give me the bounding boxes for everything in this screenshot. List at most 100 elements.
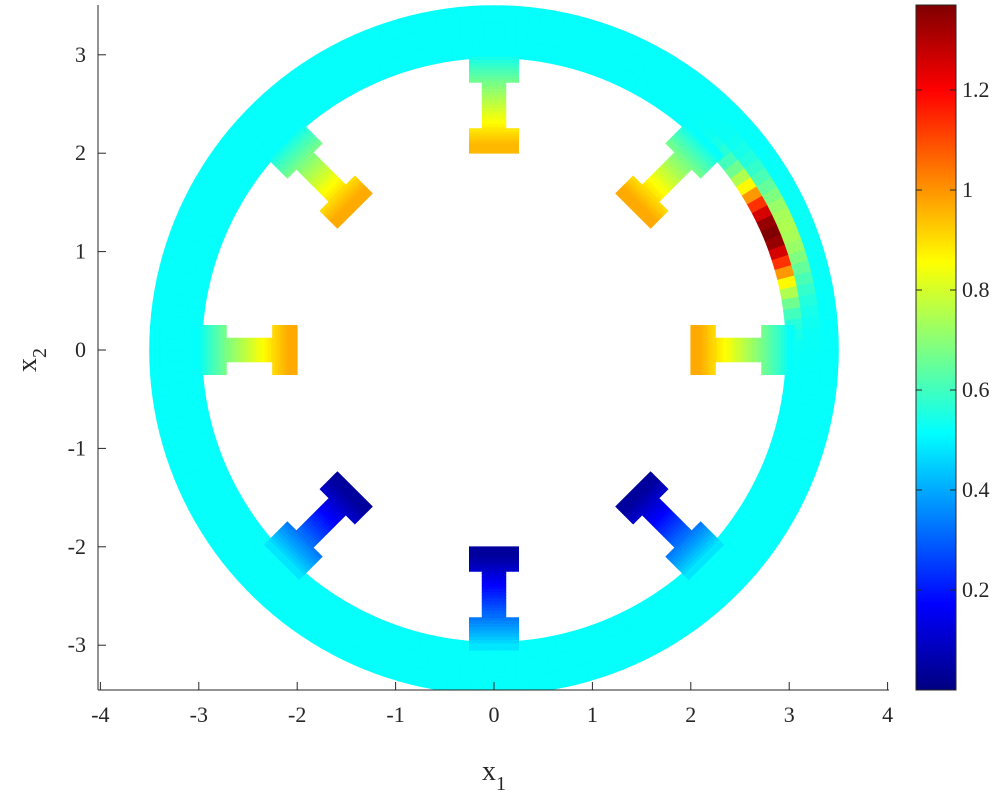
- ring-cell: [802, 326, 822, 340]
- tooth-tip-cell: [630, 175, 669, 214]
- ring-cell: [433, 671, 449, 690]
- ring-cell: [482, 22, 495, 41]
- tooth-stem-cell: [235, 337, 240, 363]
- tooth-stem-cell: [481, 582, 507, 587]
- ring-cell: [149, 325, 169, 340]
- tooth-stem-cell: [649, 505, 670, 526]
- tooth-stem-cell: [481, 601, 507, 606]
- tooth: [468, 49, 519, 154]
- tooth-root-cell: [468, 630, 519, 635]
- tooth-root-cell: [468, 59, 519, 64]
- tooth-root-cell: [222, 324, 227, 376]
- tooth: [690, 324, 795, 376]
- ring-cell: [527, 7, 543, 27]
- tooth-stem-cell: [481, 107, 507, 112]
- tooth-stem-cell: [736, 337, 741, 363]
- tooth-stem-cell: [481, 91, 507, 96]
- tooth-root-cell: [468, 643, 519, 648]
- ring-cell: [481, 5, 495, 24]
- tooth-stem-cell: [481, 85, 507, 90]
- tooth-root-cell: [468, 49, 519, 54]
- ring-cell: [516, 6, 531, 26]
- tooth-root-cell: [468, 620, 519, 625]
- tooth-stem-cell: [723, 337, 728, 363]
- ring-cell: [470, 658, 484, 678]
- tooth-stem-cell: [481, 110, 507, 115]
- tooth-root-cell: [761, 324, 766, 376]
- ring-cell: [481, 676, 495, 690]
- ring-cell: [166, 360, 186, 374]
- tooth-root-cell: [777, 324, 782, 376]
- tooth-root-cell: [783, 324, 789, 376]
- tooth-stem-cell: [481, 116, 507, 121]
- ring-cell: [803, 338, 822, 351]
- colorbar-ticks: 0.2 0.4 0.6 0.8 1 1.2: [916, 77, 990, 602]
- ring-cell: [470, 22, 484, 42]
- ring-cell: [819, 325, 839, 340]
- tooth-stem-cell: [244, 337, 249, 363]
- tooth-root-cell: [468, 639, 519, 645]
- ring-cell: [504, 5, 519, 25]
- ring-cell: [457, 6, 472, 26]
- tooth-stem-cell: [225, 337, 230, 363]
- tooth-stem-cell: [481, 576, 507, 581]
- tooth-tip-cell: [272, 324, 276, 376]
- colorbar-tick-label: 0.4: [962, 477, 990, 502]
- tooth-root-cell: [216, 324, 221, 376]
- tooth-tip-cell: [319, 175, 358, 214]
- ring-cell: [469, 5, 484, 25]
- tooth-root-cell: [780, 324, 785, 376]
- tooth: [468, 546, 519, 651]
- ring-cell: [149, 337, 168, 351]
- tooth-stem-cell: [263, 337, 268, 363]
- ring-cell: [818, 313, 838, 328]
- ring-cell: [802, 360, 822, 374]
- tooth-root-cell: [468, 62, 519, 67]
- tooth-stem-cell: [739, 337, 744, 363]
- tooth: [263, 471, 373, 581]
- tooth-stem-cell: [672, 151, 693, 172]
- colorbar-gradient: [915, 4, 957, 691]
- y-tick-label: -1: [68, 435, 86, 460]
- ring-cell: [493, 659, 506, 678]
- ring-cell: [149, 349, 168, 363]
- tooth-stem-cell: [748, 337, 753, 363]
- tooth-stem-cell: [481, 81, 507, 86]
- tooth-stem-cell: [481, 573, 507, 578]
- tooth-root-cell: [770, 324, 776, 376]
- tooth-root-cell: [468, 646, 519, 651]
- colorbar-tick-label: 1.2: [962, 77, 990, 102]
- ring-cell: [525, 24, 540, 44]
- tooth-root-cell: [468, 65, 519, 70]
- tooth-root-cell: [212, 324, 218, 376]
- tooth-stem-cell: [481, 119, 507, 124]
- tooth-stem-cell: [295, 151, 316, 172]
- ring-cell: [820, 337, 839, 351]
- tooth-stem-cell: [481, 588, 507, 593]
- ring-cell: [166, 326, 186, 340]
- tooth-root-cell: [193, 324, 198, 376]
- ring: [149, 5, 839, 690]
- tooth-stem-cell: [732, 337, 737, 363]
- tooth-root-cell: [263, 119, 303, 159]
- tooth-stem-cell: [481, 103, 507, 108]
- tooth-stem-cell: [481, 614, 507, 619]
- tooth-root-cell: [790, 324, 795, 376]
- ring-cell: [493, 676, 507, 690]
- tooth: [193, 324, 298, 376]
- tooth-stem-cell: [481, 94, 507, 99]
- ring-cell: [493, 22, 506, 41]
- ring-cell: [819, 360, 839, 375]
- tooth-stem-cell: [726, 337, 731, 363]
- colorbar: 0.2 0.4 0.6 0.8 1 1.2: [915, 4, 990, 691]
- y-tick-label: -2: [68, 534, 86, 559]
- tooth-root-cell: [468, 633, 519, 638]
- ring-cell: [149, 360, 169, 375]
- tooth-root-cell: [263, 541, 303, 581]
- y-tick-label: 1: [75, 239, 86, 264]
- tooth-root-cell: [468, 623, 519, 628]
- x-tick-label: -1: [386, 702, 404, 727]
- tooth-root-cell: [468, 75, 519, 80]
- tooth-stem-cell: [257, 337, 262, 363]
